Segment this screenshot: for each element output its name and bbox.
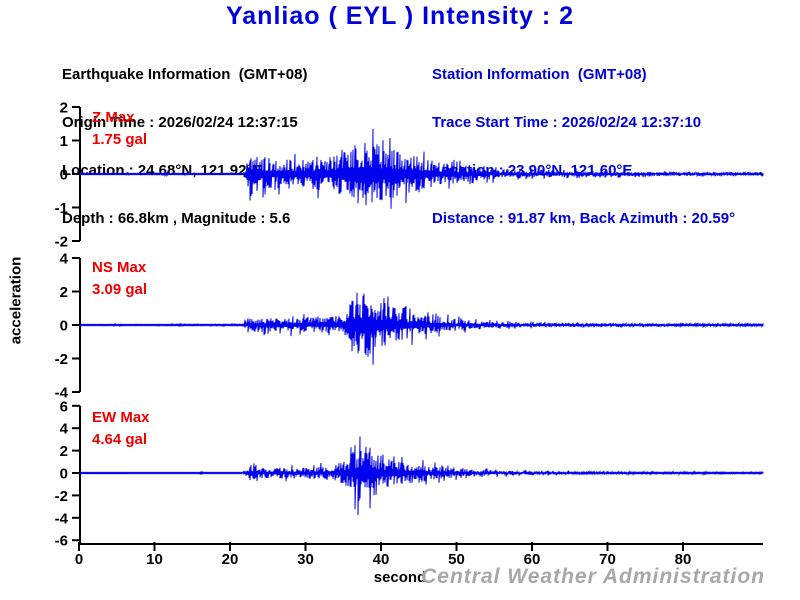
x-axis-label-second: second: [373, 569, 427, 586]
y-axis-tick-label: -4: [55, 385, 69, 402]
trace-z-max-value: 1.75 gal: [92, 131, 148, 148]
trace-ew-component: EW Max: [92, 409, 150, 426]
x-axis-tick-label: 30: [297, 551, 314, 568]
y-axis-tick-label: -1: [55, 200, 68, 217]
trace-ns-max-value: 3.09 gal: [92, 281, 148, 298]
earthquake-info-block: Earthquake Information (GMT+08) Origin T…: [62, 35, 307, 259]
x-axis-tick-label: 10: [146, 551, 163, 568]
y-axis-tick-label: 1: [60, 133, 68, 150]
trace-z-max-label: Z Max 1.75 gal: [92, 107, 147, 151]
y-axis-tick-label: 2: [60, 443, 68, 460]
y-axis-tick-label: -6: [55, 533, 68, 550]
y-axis-tick-label: 0: [60, 167, 68, 184]
x-axis-tick-label: 80: [675, 551, 692, 568]
x-axis-tick-label: 70: [599, 551, 616, 568]
earthquake-info-heading: Earthquake Information (GMT+08): [62, 66, 308, 83]
x-axis-tick-label: 40: [373, 551, 390, 568]
page-title: Yanliao ( EYL ) Intensity : 2: [225, 2, 575, 30]
trace-ew-waveform: [79, 436, 764, 516]
y-axis-tick-label: 0: [60, 466, 68, 483]
y-axis-tick-label: 4: [60, 251, 69, 268]
y-axis-tick-label: 4: [60, 421, 69, 438]
trace-start-time: Trace Start Time : 2026/02/24 12:37:10: [432, 114, 702, 131]
trace-ew-max-label: EW Max 4.64 gal: [92, 407, 150, 451]
x-axis-tick-label: 60: [524, 551, 541, 568]
depth-magnitude: Depth : 66.8km , Magnitude : 5.6: [62, 210, 291, 227]
y-axis-tick-label: 0: [60, 318, 68, 335]
y-axis-tick-label: 2: [60, 100, 68, 117]
trace-z-waveform: [79, 128, 764, 209]
y-axis-tick-label: -2: [55, 351, 68, 368]
station-info-heading: Station Information (GMT+08): [432, 66, 647, 83]
trace-ns-component: NS Max: [92, 259, 147, 276]
y-axis-tick-label: -4: [55, 510, 69, 527]
distance-back-azimuth: Distance : 91.87 km, Back Azimuth : 20.5…: [432, 210, 736, 227]
y-axis-tick-label: -2: [55, 234, 68, 251]
x-axis-tick-label: 0: [75, 551, 83, 568]
y-axis-tick-label: -2: [55, 488, 68, 505]
cwa-watermark: Central Weather Administration: [421, 565, 765, 588]
x-axis-tick-label: 20: [222, 551, 239, 568]
y-axis-tick-label: 2: [60, 284, 68, 301]
y-axis-tick-label: 6: [60, 398, 68, 415]
trace-z-component: Z Max: [92, 109, 135, 126]
trace-ns-waveform: [79, 292, 764, 365]
trace-ew-max-value: 4.64 gal: [92, 431, 148, 448]
x-axis-tick-label: 50: [448, 551, 465, 568]
trace-ns-max-label: NS Max 3.09 gal: [92, 257, 147, 301]
origin-time: Origin Time : 2026/02/24 12:37:15: [62, 114, 298, 131]
